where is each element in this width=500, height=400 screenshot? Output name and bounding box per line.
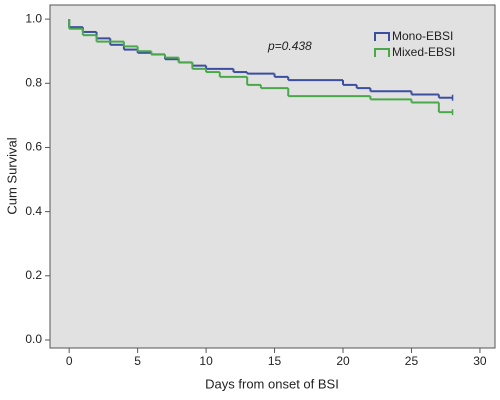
x-axis-label: Days from onset of BSI [205,376,339,391]
legend-symbol [374,32,390,41]
y-tick-label: 0.0 [25,332,42,346]
y-tick-label: 0.6 [25,140,42,154]
y-tick-label: 1.0 [25,11,42,25]
x-tick-label: 20 [336,354,350,368]
x-tick-label: 30 [473,354,487,368]
x-tick-label: 5 [134,354,141,368]
y-tick-label: 0.4 [25,204,42,218]
legend-symbol [374,48,390,57]
legend-label: Mono-EBSI [392,29,453,43]
x-tick-label: 0 [66,354,73,368]
annotation: p=0.438 [267,39,312,53]
plot-area [49,4,496,349]
y-tick-label: 0.2 [25,268,42,282]
x-tick-label: 25 [405,354,419,368]
y-axis-label: Cum Survival [4,137,19,214]
y-tick-label: 0.8 [25,75,42,89]
legend-label: Mixed-EBSI [392,45,455,59]
x-tick-label: 15 [268,354,282,368]
x-tick-label: 10 [199,354,213,368]
